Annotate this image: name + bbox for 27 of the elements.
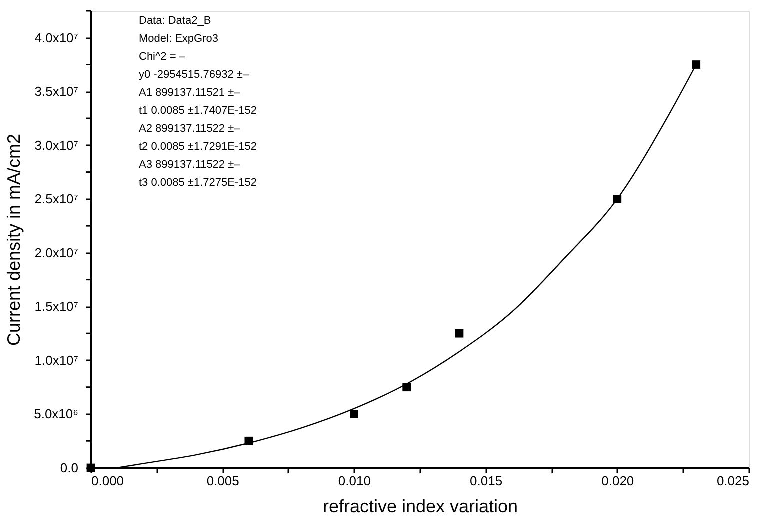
y-tick-label: 1.5x10⁷ (34, 299, 79, 314)
x-tick-label: 0.020 (602, 474, 634, 488)
annotation: y0 -2954515.76932 ±– (139, 69, 250, 81)
y-tick-label: 0.0 (60, 460, 78, 476)
y-tick-label: 5.0x10⁶ (34, 406, 78, 422)
y-tick-label: 2.5x10⁷ (34, 192, 79, 207)
annotation: A3 899137.11522 ±– (139, 159, 242, 171)
x-axis-title: refractive index variation (322, 496, 518, 516)
annotation: t1 0.0085 ±1.7407E-152 (139, 105, 257, 117)
annotation: Chi^2 = – (139, 51, 186, 63)
y-tick-label: 3.5x10⁷ (34, 84, 79, 100)
y-axis-title: Current density in mA/cm2 (4, 134, 24, 346)
x-tick-label: 0.000 (92, 474, 124, 488)
x-tick-label: 0.010 (338, 474, 371, 488)
annotation: Model: ExpGro3 (139, 33, 218, 45)
x-tick-label: 0.015 (470, 474, 503, 488)
annotation: A2 899137.11522 ±– (139, 123, 242, 135)
x-tick-label: 0.025 (716, 474, 750, 488)
annotation: t2 0.0085 ±1.7291E-152 (139, 141, 257, 153)
y-tick-label: 4.0x10⁷ (34, 30, 79, 46)
annotation: t3 0.0085 ±1.7275E-152 (139, 177, 257, 189)
y-tick-label: 1.0x10⁷ (34, 352, 79, 368)
annotation: Data: Data2_B (139, 15, 212, 27)
y-tick-label: 2.0x10⁷ (34, 245, 79, 260)
y-tick-label: 3.0x10⁷ (34, 138, 79, 153)
x-tick-label: 0.005 (206, 474, 240, 488)
annotation: A1 899137.11521 ±– (139, 87, 242, 99)
